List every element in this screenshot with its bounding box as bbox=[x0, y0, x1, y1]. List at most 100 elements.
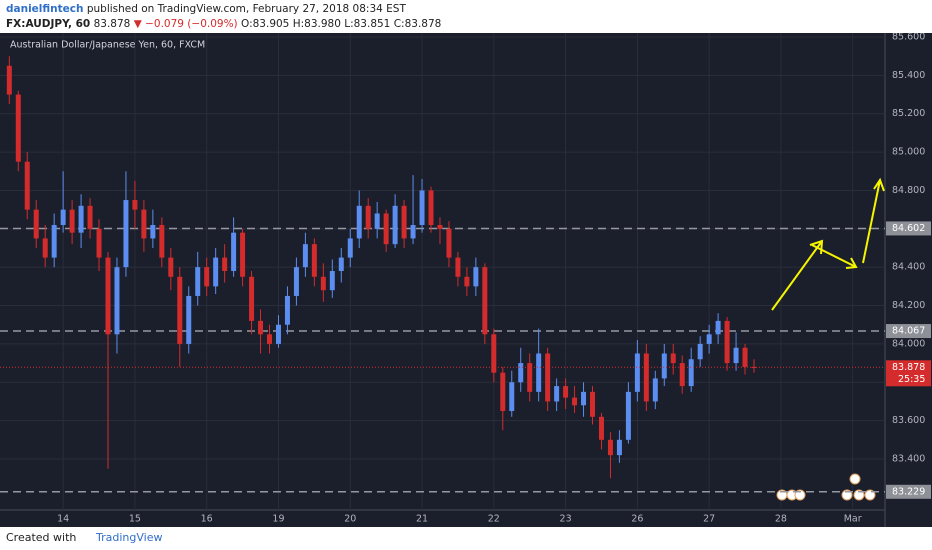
candle-body bbox=[625, 391, 631, 440]
x-tick-label: 27 bbox=[703, 514, 715, 525]
last-price-box bbox=[886, 360, 931, 387]
x-tick-label: 19 bbox=[272, 514, 284, 525]
candle-body bbox=[159, 224, 165, 258]
candle-body bbox=[275, 324, 281, 344]
candle-body bbox=[123, 200, 129, 268]
candle-body bbox=[338, 257, 344, 272]
candle-body bbox=[652, 378, 658, 402]
header: danielfintech published on TradingView.c… bbox=[0, 0, 932, 33]
candle-body bbox=[284, 295, 290, 325]
candle-body bbox=[491, 334, 497, 373]
candle-body bbox=[105, 257, 111, 335]
chart-title: Australian Dollar/Japanese Yen, 60, FXCM bbox=[10, 40, 205, 51]
close: C:83.878 bbox=[393, 18, 442, 30]
y-tick-label: 84.000 bbox=[892, 338, 925, 349]
candle-body bbox=[240, 232, 246, 277]
high: H:83.980 bbox=[292, 18, 341, 30]
footer: Created with TradingView bbox=[0, 527, 932, 550]
candle-body bbox=[482, 267, 488, 335]
candle-body bbox=[554, 386, 560, 402]
candle-body bbox=[24, 161, 30, 210]
y-tick-label: 84.400 bbox=[892, 262, 925, 273]
candle-body bbox=[168, 257, 174, 277]
x-tick-label: 16 bbox=[201, 514, 213, 525]
candle-body bbox=[204, 267, 210, 287]
symbol-line: FX:AUDJPY, 60 83.878 ▼ −0.079 (−0.09%) O… bbox=[6, 18, 441, 30]
last: 83.878 bbox=[93, 18, 131, 30]
candle-body bbox=[751, 366, 757, 368]
candle-body bbox=[545, 353, 551, 402]
candle-body bbox=[365, 205, 371, 229]
level-label-box bbox=[886, 484, 931, 499]
candle-body bbox=[51, 224, 57, 258]
candle-body bbox=[15, 94, 21, 162]
y-tick-label: 83.400 bbox=[892, 453, 925, 464]
candle-body bbox=[572, 397, 578, 406]
candle-body bbox=[679, 363, 685, 387]
symbol: FX:AUDJPY, 60 bbox=[6, 18, 91, 30]
candle-body bbox=[213, 257, 219, 287]
candle-body bbox=[356, 205, 362, 239]
author[interactable]: danielfintech bbox=[6, 3, 84, 15]
candle-body bbox=[69, 209, 75, 233]
candle-body bbox=[132, 200, 138, 210]
y-tick-label: 83.600 bbox=[892, 415, 925, 426]
candle-body bbox=[581, 391, 587, 406]
candle-body bbox=[715, 320, 721, 335]
candle-body bbox=[437, 224, 443, 229]
level-label-box bbox=[886, 221, 931, 236]
arrow: ▼ bbox=[133, 18, 142, 30]
candle-body bbox=[141, 209, 147, 239]
x-tick-label: 28 bbox=[775, 514, 787, 525]
candle-body bbox=[258, 320, 264, 335]
candle-body bbox=[401, 205, 407, 239]
x-tick-label: 15 bbox=[129, 514, 141, 525]
x-tick-label: 23 bbox=[560, 514, 572, 525]
candle-body bbox=[706, 334, 712, 344]
level-label: 83.229 bbox=[892, 486, 925, 497]
candle-body bbox=[6, 65, 12, 95]
publish-line: danielfintech published on TradingView.c… bbox=[6, 3, 406, 15]
candle-body bbox=[500, 372, 506, 412]
candle-body bbox=[249, 276, 255, 321]
candle-body bbox=[643, 353, 649, 402]
x-tick-label: 14 bbox=[57, 514, 69, 525]
candle-body bbox=[563, 386, 569, 398]
candle-body bbox=[329, 271, 335, 291]
candle-body bbox=[419, 190, 425, 225]
candle-body bbox=[33, 209, 39, 239]
level-label: 84.067 bbox=[892, 326, 925, 337]
candle-body bbox=[428, 190, 434, 225]
candle-body bbox=[302, 244, 308, 268]
candle-body bbox=[590, 391, 596, 417]
candle-body bbox=[598, 416, 604, 440]
candle-body bbox=[114, 267, 120, 335]
candle-body bbox=[60, 209, 66, 225]
level-label-box bbox=[886, 324, 931, 339]
y-tick-label: 85.000 bbox=[892, 147, 925, 158]
candle-body bbox=[78, 205, 84, 233]
x-tick-label: 22 bbox=[488, 514, 500, 525]
created-with: Created with bbox=[6, 531, 77, 544]
brand[interactable]: TradingView bbox=[96, 531, 163, 544]
published: published on TradingView.com, February 2… bbox=[86, 3, 406, 15]
candle-body bbox=[733, 347, 739, 364]
candle-body bbox=[383, 213, 389, 245]
candle-body bbox=[320, 276, 326, 291]
candle-body bbox=[293, 267, 299, 296]
candle-body bbox=[536, 353, 542, 392]
candle-body bbox=[607, 439, 613, 456]
candle-body bbox=[670, 353, 676, 364]
candle-body bbox=[742, 347, 748, 367]
candle-body bbox=[464, 276, 470, 287]
candle-body bbox=[634, 353, 640, 392]
y-tick-label: 85.200 bbox=[892, 108, 925, 119]
candle-body bbox=[222, 257, 228, 272]
candle-body bbox=[311, 244, 317, 277]
x-tick-label: 20 bbox=[344, 514, 356, 525]
y-tick-label: 85.600 bbox=[892, 33, 925, 43]
candle-body bbox=[347, 238, 353, 258]
candle-body bbox=[177, 276, 183, 344]
y-tick-label: 85.400 bbox=[892, 70, 925, 81]
